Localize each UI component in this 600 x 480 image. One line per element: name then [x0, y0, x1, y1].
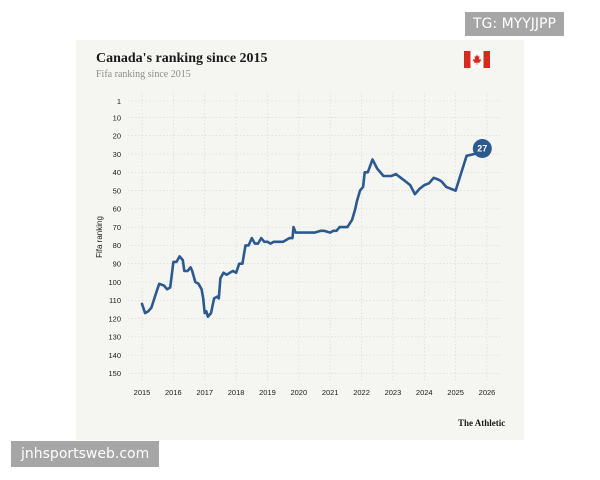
x-tick-label: 2021 [322, 388, 339, 397]
y-tick-label: 90 [113, 260, 121, 269]
y-tick-label: 1 [117, 97, 121, 106]
publisher-logo: The Athletic [458, 418, 506, 428]
y-tick-label: 50 [113, 186, 121, 195]
y-tick-label: 60 [113, 205, 121, 214]
y-tick-label: 100 [108, 278, 121, 287]
series-line [140, 147, 484, 319]
y-tick-label: 120 [108, 314, 121, 323]
chart-title: Canada's ranking since 2015 [96, 51, 268, 66]
y-tick-label: 80 [113, 241, 121, 250]
y-tick-label: 70 [113, 223, 121, 232]
y-tick-label: 110 [109, 296, 121, 305]
watermark-bottom: jnhsportsweb.com [11, 441, 160, 467]
y-axis-label: Fifa ranking [95, 216, 104, 258]
y-tick-label: 40 [113, 168, 121, 177]
y-tick-label: 20 [113, 132, 121, 141]
x-tick-label: 2019 [259, 388, 276, 397]
chart-subtitle: Fifa ranking since 2015 [96, 69, 191, 80]
x-tick-label: 2022 [353, 388, 370, 397]
watermark-top: TG: MYYJJPP [465, 12, 564, 36]
x-tick-label: 2018 [228, 388, 245, 397]
x-tick-label: 2017 [196, 388, 213, 397]
x-tick-label: 2026 [479, 388, 496, 397]
x-tick-label: 2016 [165, 388, 182, 397]
y-tick-label: 140 [108, 351, 121, 360]
y-tick-label: 30 [113, 150, 121, 159]
x-tick-label: 2015 [134, 388, 151, 397]
y-tick-label: 10 [113, 113, 121, 122]
y-tick-label: 150 [108, 369, 121, 378]
x-tick-label: 2024 [416, 388, 433, 397]
end-value-label: 27 [477, 144, 487, 154]
y-tick-label: 130 [108, 333, 121, 342]
x-tick-label: 2020 [290, 388, 307, 397]
x-tick-label: 2023 [385, 388, 402, 397]
end-marker [472, 139, 492, 159]
x-tick-label: 2025 [447, 388, 464, 397]
canada-flag-icon [464, 51, 490, 68]
